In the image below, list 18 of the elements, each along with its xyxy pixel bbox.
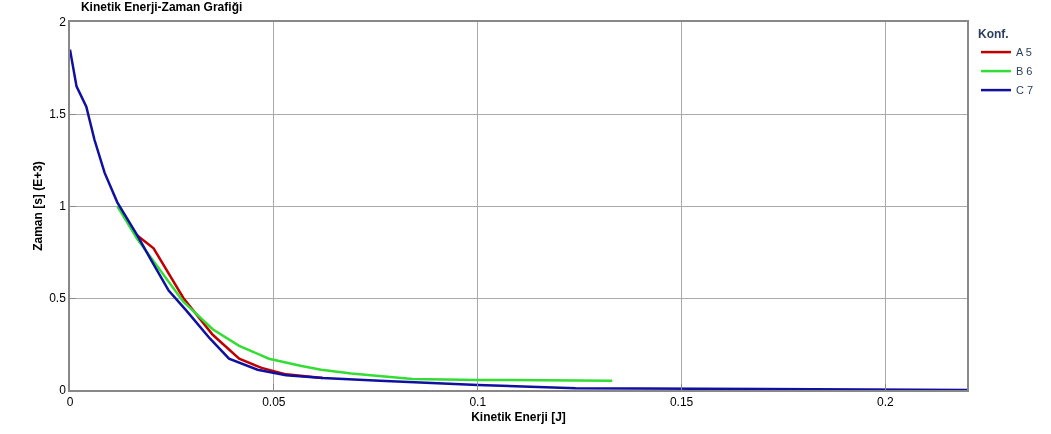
- y-tick-label: 2: [59, 15, 67, 30]
- y-tick-label: 1.5: [49, 107, 67, 122]
- legend-label: A 5: [1015, 46, 1032, 59]
- y-tick-label: 0: [59, 383, 67, 398]
- x-tick-label: 0.1: [469, 395, 487, 410]
- chart-title: Kinetik Enerji-Zaman Grafiği: [80, 0, 243, 14]
- x-axis-title: Kinetik Enerji [J]: [471, 409, 566, 424]
- y-tick-label: 0.5: [49, 291, 67, 306]
- legend-label: C 7: [1015, 84, 1034, 97]
- line-series: [116, 204, 614, 383]
- y-tick-label: 1: [59, 199, 67, 214]
- line-series: [70, 48, 967, 390]
- legend-title: Konf.: [977, 26, 1009, 41]
- y-axis-title: Zaman [s] (E+3): [30, 161, 45, 251]
- legend-label: B 6: [1015, 65, 1033, 78]
- x-tick-label: 0.15: [669, 395, 694, 410]
- x-tick-label: 0.05: [262, 395, 286, 410]
- x-tick-label: 0.2: [877, 395, 895, 410]
